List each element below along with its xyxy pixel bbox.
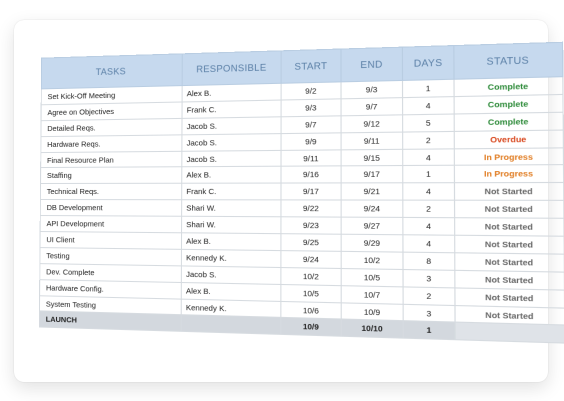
start-date-cell[interactable]: 10/5 [281,284,341,302]
end-date-cell[interactable]: 9/7 [341,98,403,116]
status-cell[interactable]: Not Started [455,253,564,272]
responsible-cell[interactable]: Frank C. [182,183,281,200]
header-responsible[interactable]: RESPONSIBLE [182,51,281,86]
responsible-cell[interactable]: Alex B. [182,83,281,102]
start-date-cell[interactable]: 9/16 [281,166,341,183]
end-date-cell[interactable]: 9/15 [341,149,403,166]
end-date-cell[interactable]: 9/12 [341,115,403,133]
start-date-cell[interactable]: 9/24 [281,250,341,268]
status-cell[interactable]: Not Started [454,183,563,201]
end-date-cell[interactable]: 9/3 [341,80,403,98]
status-cell[interactable]: Overdue [454,130,563,149]
header-start[interactable]: START [281,49,341,83]
end-date-cell[interactable]: 10/2 [341,251,403,269]
days-cell[interactable]: 3 [403,304,455,323]
table-row: Technical Reqs. Frank C. 9/17 9/21 4 Not Star… [40,183,563,201]
responsible-cell[interactable]: Jacob S. [182,117,281,135]
end-date-cell[interactable]: 10/7 [341,285,403,304]
task-cell[interactable]: API Development [40,216,181,233]
end-date-cell[interactable]: 9/27 [341,217,403,235]
table-body: Set Kick-Off Meeting Alex B. 9/2 9/3 1 Comple… [39,77,564,344]
task-table: TASKS RESPONSIBLE START END DAYS STATUS … [39,42,564,344]
responsible-cell[interactable]: Frank C. [182,100,281,118]
end-date-cell[interactable]: 9/11 [341,132,403,150]
header-end[interactable]: END [341,47,403,82]
task-cell[interactable]: DB Development [40,200,181,217]
status-cell[interactable]: In Progress [454,165,563,183]
responsible-cell[interactable]: Shari W. [182,200,281,217]
days-cell[interactable]: 2 [403,131,455,149]
responsible-cell[interactable]: Kennedy K. [181,249,281,267]
days-cell[interactable]: 1 [403,79,455,97]
end-date-cell[interactable]: 9/17 [341,166,403,183]
end-date-cell[interactable]: 10/5 [341,268,403,286]
responsible-cell[interactable]: Alex B. [182,167,281,184]
end-date-cell[interactable]: 10/10 [341,319,403,338]
project-schedule-table: TASKS RESPONSIBLE START END DAYS STATUS … [39,42,564,344]
task-cell[interactable]: Technical Reqs. [40,184,181,200]
start-date-cell[interactable]: 9/22 [281,200,341,217]
status-cell[interactable]: Not Started [455,200,564,218]
start-date-cell[interactable]: 9/2 [281,82,341,100]
start-date-cell[interactable]: 9/25 [281,234,341,252]
days-cell[interactable]: 4 [403,96,455,114]
start-date-cell[interactable]: 10/6 [281,301,341,320]
start-date-cell[interactable]: 10/2 [281,267,341,285]
days-cell[interactable]: 4 [403,183,455,200]
days-cell[interactable]: 1 [403,321,455,340]
end-date-cell[interactable]: 9/21 [341,183,403,200]
days-cell[interactable]: 2 [403,287,455,306]
end-date-cell[interactable]: 9/29 [341,234,403,252]
start-date-cell[interactable]: 10/9 [281,318,341,337]
status-cell[interactable]: Not Started [455,270,564,290]
status-cell[interactable]: Complete [454,112,563,131]
task-cell[interactable]: Hardware Reqs. [41,135,182,153]
responsible-cell[interactable] [181,315,281,335]
days-cell[interactable]: 4 [403,148,455,166]
days-cell[interactable]: 4 [403,218,455,236]
end-date-cell[interactable]: 9/24 [341,200,403,217]
status-cell[interactable]: Complete [454,94,563,113]
days-cell[interactable]: 5 [403,114,455,132]
responsible-cell[interactable]: Jacob S. [182,150,281,167]
table-row: Staffing Alex B. 9/16 9/17 1 In Progress [41,165,564,184]
responsible-cell[interactable]: Jacob S. [182,133,281,151]
status-cell[interactable]: In Progress [454,147,563,165]
start-date-cell[interactable]: 9/9 [281,132,341,149]
start-date-cell[interactable]: 9/7 [281,116,341,134]
responsible-cell[interactable]: Shari W. [182,216,281,233]
start-date-cell[interactable]: 9/17 [281,183,341,200]
header-status[interactable]: STATUS [454,42,563,79]
start-date-cell[interactable]: 9/3 [281,99,341,117]
status-cell[interactable] [455,323,564,344]
days-cell[interactable]: 1 [403,166,455,183]
task-cell[interactable]: UI Client [40,232,182,250]
header-days[interactable]: DAYS [402,46,454,81]
task-cell[interactable]: Detailed Reqs. [41,118,182,136]
task-cell[interactable]: Staffing [41,167,182,184]
days-cell[interactable]: 3 [403,269,455,287]
task-cell[interactable]: Final Resource Plan [41,151,182,168]
days-cell[interactable]: 2 [403,200,455,217]
start-date-cell[interactable]: 9/23 [281,217,341,234]
responsible-cell[interactable]: Alex B. [181,233,280,251]
status-cell[interactable]: Not Started [455,218,564,236]
days-cell[interactable]: 4 [403,235,455,253]
days-cell[interactable]: 8 [403,252,455,270]
status-cell[interactable]: Not Started [455,235,564,254]
start-date-cell[interactable]: 9/11 [281,149,341,166]
status-cell[interactable]: Complete [454,77,563,97]
responsible-cell[interactable]: Jacob S. [181,266,281,284]
header-tasks[interactable]: TASKS [41,54,182,89]
end-date-cell[interactable]: 10/9 [341,302,403,321]
